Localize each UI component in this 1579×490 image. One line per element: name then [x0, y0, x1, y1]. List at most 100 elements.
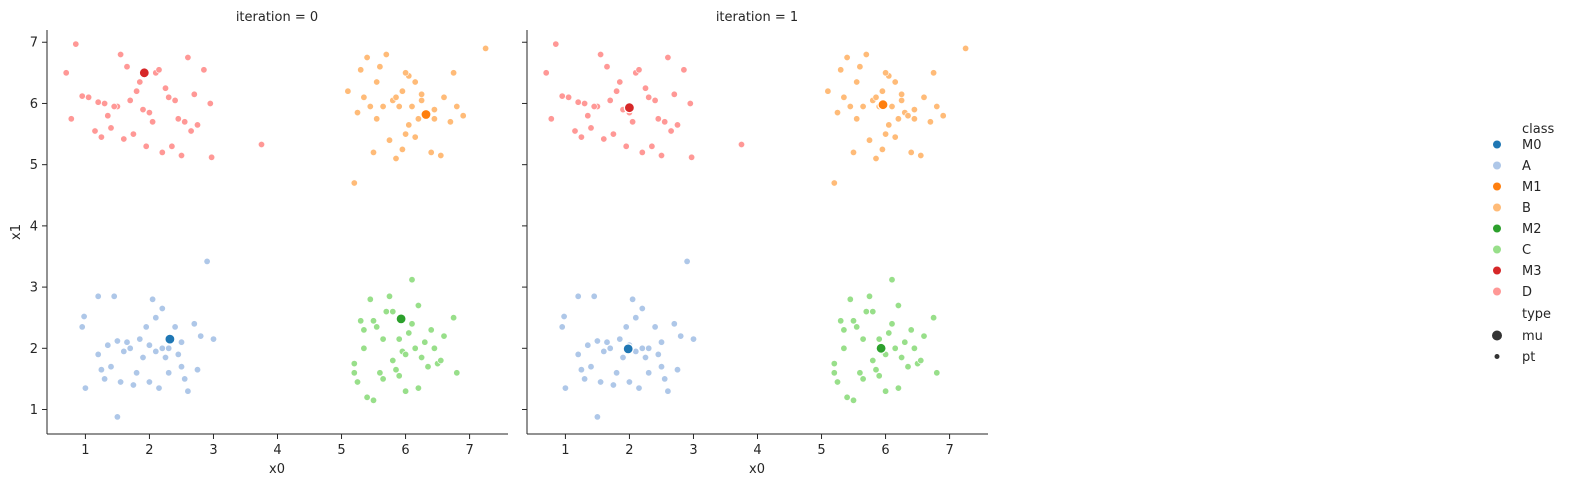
data-point-A [584, 341, 592, 349]
data-point-B [882, 69, 890, 77]
data-point-A [171, 323, 179, 331]
data-point-B [385, 136, 393, 144]
y-tick-label: 1 [30, 403, 38, 418]
data-point-B [402, 69, 410, 77]
data-point-C [840, 326, 848, 334]
data-point-D [622, 142, 630, 150]
legend-marker-M3 [1493, 266, 1501, 275]
data-point-D [667, 127, 675, 135]
data-point-A [560, 312, 568, 320]
y-tick-label: 4 [30, 219, 38, 234]
y-ticks [522, 41, 527, 411]
y-tick-label: 7 [30, 36, 38, 51]
data-point-A [677, 332, 685, 340]
data-point-C [408, 320, 416, 328]
data-point-B [885, 121, 893, 129]
data-point-C [389, 356, 397, 364]
data-point-D [651, 96, 659, 104]
data-point-A [136, 335, 144, 343]
x-tick-label: 3 [689, 443, 697, 458]
data-point-A [606, 344, 614, 352]
data-point-B [926, 118, 934, 126]
data-point-C [840, 344, 848, 352]
data-point-C [865, 292, 873, 300]
data-point-D [590, 103, 598, 111]
data-point-B [843, 53, 851, 61]
centroid-M3 [138, 67, 150, 79]
data-point-B [837, 66, 845, 74]
data-point-A [654, 350, 662, 358]
data-point-B [376, 63, 384, 71]
data-point-D [78, 92, 86, 100]
data-point-A [683, 257, 691, 265]
data-point-A [664, 387, 672, 395]
data-point-B [418, 90, 426, 98]
data-point-C [888, 320, 896, 328]
data-point-C [369, 396, 377, 404]
data-point-A [129, 381, 137, 389]
data-point-C [450, 314, 458, 322]
centroid-M2 [395, 313, 407, 325]
data-point-C [849, 317, 857, 325]
data-point-C [369, 317, 377, 325]
data-point-B [418, 96, 426, 104]
data-point-B [872, 155, 880, 163]
data-point-B [373, 78, 381, 86]
data-point-A [689, 335, 697, 343]
data-point-A [574, 350, 582, 358]
data-point-B [405, 121, 413, 129]
data-point-D [136, 78, 144, 86]
legend-type-items: mu pt [1492, 329, 1543, 365]
y-tick-label: 5 [30, 158, 38, 173]
data-point-D [606, 96, 614, 104]
panel-title: iteration = 1 [716, 10, 798, 25]
data-point-C [353, 378, 361, 386]
data-point-C [907, 326, 915, 334]
legend-marker-M1 [1493, 182, 1501, 191]
legend-label-M0: M0 [1522, 138, 1542, 153]
data-point-D [629, 118, 637, 126]
data-point-D [168, 142, 176, 150]
data-point-D [62, 69, 70, 77]
data-point-C [853, 323, 861, 331]
data-point-A [593, 337, 601, 345]
data-point-C [888, 276, 896, 284]
data-point-B [830, 179, 838, 187]
legend-marker-mu [1492, 330, 1502, 341]
data-point-A [142, 323, 150, 331]
data-point-C [930, 314, 938, 322]
data-point-C [402, 350, 410, 358]
data-point-A [145, 378, 153, 386]
data-point-B [872, 93, 880, 101]
data-point-C [837, 317, 845, 325]
data-point-A [629, 295, 637, 303]
data-point-A [574, 292, 582, 300]
x-tick-label: 7 [465, 443, 473, 458]
data-point-B [962, 44, 970, 52]
data-point-A [558, 323, 566, 331]
data-point-A [94, 350, 102, 358]
data-point-C [418, 353, 426, 361]
data-point-A [165, 369, 173, 377]
centroid-M2 [875, 342, 887, 354]
data-point-B [878, 145, 886, 153]
data-point-D [257, 141, 265, 149]
x-tick-label: 6 [401, 443, 409, 458]
data-point-D [584, 112, 592, 120]
data-point-B [888, 103, 896, 111]
data-point-B [824, 87, 832, 95]
centroid-M3 [623, 102, 636, 114]
data-point-D [587, 124, 595, 132]
data-point-A [174, 350, 182, 358]
data-point-B [939, 112, 947, 120]
legend: class M0 A M1 B M2 C M3 D type mu pt [1492, 122, 1554, 365]
legend-marker-D [1493, 287, 1501, 296]
data-point-B [482, 44, 490, 52]
data-point-A [81, 384, 89, 392]
x-tick-label: 6 [881, 443, 889, 458]
data-point-C [405, 329, 413, 337]
data-point-B [898, 96, 906, 104]
data-point-D [616, 78, 624, 86]
data-point-A [80, 312, 88, 320]
data-point-A [657, 338, 665, 346]
